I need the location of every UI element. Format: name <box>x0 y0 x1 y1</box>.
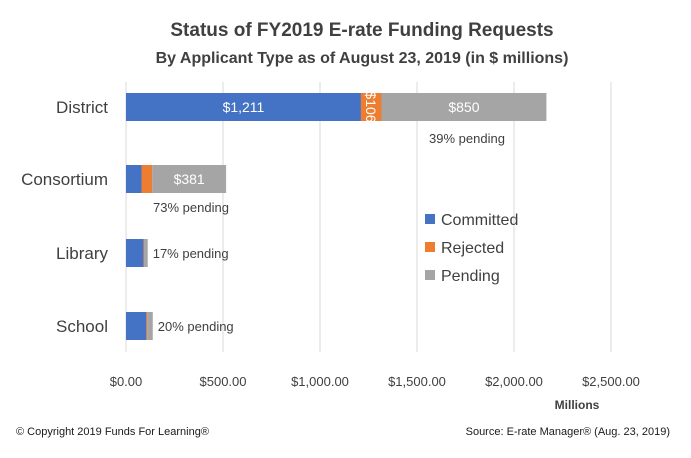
bar-segment-committed <box>126 165 142 193</box>
bar-segment-committed <box>126 239 144 267</box>
category-label: Consortium <box>21 170 108 189</box>
bar-segment-pending <box>152 165 227 193</box>
bar-segment-pending <box>144 239 148 267</box>
source-note: Source: E-rate Manager® (Aug. 23, 2019) <box>466 426 670 438</box>
chart-subtitle: By Applicant Type as of August 23, 2019 … <box>156 50 569 67</box>
x-tick-label: $2,000.00 <box>485 374 543 389</box>
legend-swatch-rejected <box>425 242 435 252</box>
legend-swatch-committed <box>425 214 435 224</box>
copyright-note: © Copyright 2019 Funds For Learning® <box>16 426 209 438</box>
x-axis-title: Millions <box>555 398 600 412</box>
bar-segment-rejected <box>360 93 382 121</box>
data-label: $850 <box>448 99 479 115</box>
x-tick-label: $1,000.00 <box>291 374 349 389</box>
category-label: District <box>56 98 108 117</box>
pending-annotation: 73% pending <box>153 200 229 215</box>
legend-label-pending: Pending <box>441 268 500 285</box>
pending-annotation: 17% pending <box>153 246 229 261</box>
bar-segment-rejected <box>143 239 145 267</box>
bar-segment-committed <box>126 312 147 340</box>
data-label: $381 <box>174 171 205 187</box>
chart-title: Status of FY2019 E-rate Funding Requests <box>170 20 553 41</box>
bar-segment-pending <box>147 312 153 340</box>
category-label: Library <box>56 244 108 263</box>
x-tick-label: $1,500.00 <box>388 374 446 389</box>
bar-segment-committed <box>126 93 361 121</box>
bar-segment-rejected <box>146 312 148 340</box>
pending-annotation: 39% pending <box>429 131 505 146</box>
x-tick-label: $0.00 <box>110 374 143 389</box>
x-tick-label: $2,500.00 <box>582 374 640 389</box>
legend-swatch-pending <box>425 270 435 280</box>
pending-annotation: 20% pending <box>158 319 234 334</box>
legend-label-committed: Committed <box>441 212 518 229</box>
bar-segment-pending <box>381 93 547 121</box>
legend-label-rejected: Rejected <box>441 240 504 257</box>
data-label: $1,211 <box>223 99 265 115</box>
data-label: $106 <box>363 91 379 122</box>
bar-segment-rejected <box>141 165 153 193</box>
category-label: School <box>56 317 108 336</box>
x-tick-label: $500.00 <box>200 374 247 389</box>
